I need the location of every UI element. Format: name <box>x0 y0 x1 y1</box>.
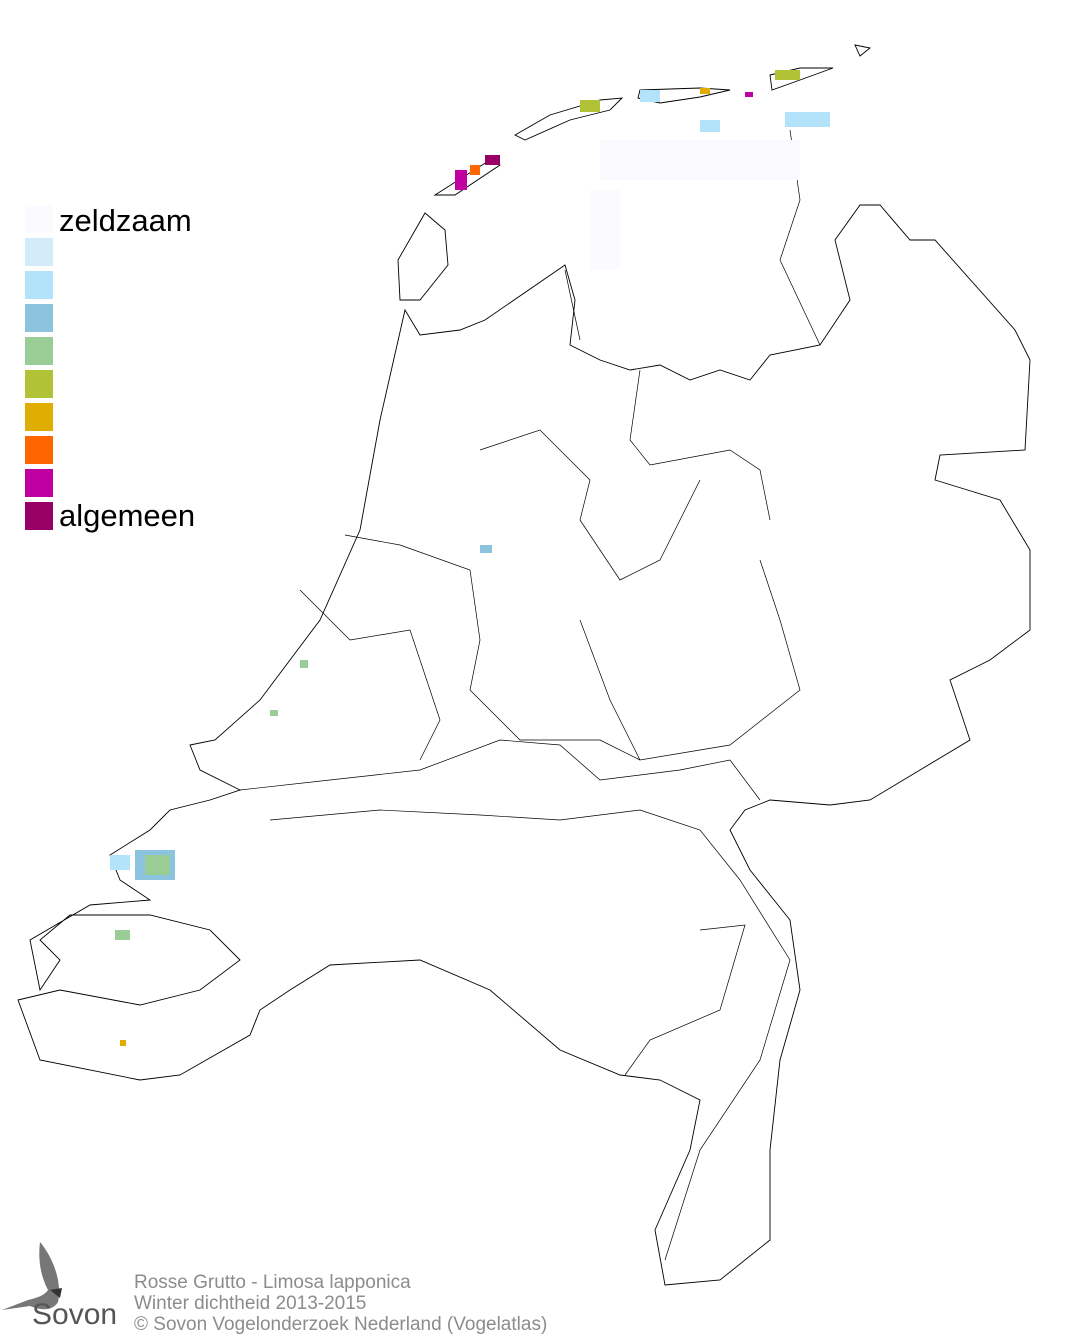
map-subtitle: Winter dichtheid 2013-2015 <box>134 1293 367 1314</box>
province-border <box>564 269 581 341</box>
legend-swatch <box>25 304 53 332</box>
province-border <box>629 369 771 521</box>
logo-text: Sovon <box>32 1298 118 1331</box>
legend-swatch <box>25 337 53 365</box>
province-border <box>579 559 801 761</box>
legend-swatch <box>25 205 53 233</box>
legend-swatch <box>25 271 53 299</box>
province-border <box>624 924 746 1076</box>
province-border <box>344 534 641 761</box>
province-border <box>299 589 441 761</box>
river <box>239 739 761 801</box>
legend-swatch <box>25 238 53 266</box>
legend-swatch <box>25 502 53 530</box>
island-texel <box>397 212 449 301</box>
island-vlieland <box>433 159 501 196</box>
legend-label-rare: zeldzaam <box>59 203 192 238</box>
mainland-outline <box>17 204 1031 1286</box>
legend-swatch <box>25 403 53 431</box>
legend-swatch <box>25 469 53 497</box>
species-name: Rosse Grutto - Limosa lapponica <box>134 1272 411 1293</box>
map-caption: Rosse Grutto - Limosa lapponica Winter d… <box>134 1272 547 1335</box>
island-terschelling <box>514 97 624 141</box>
legend-swatch <box>25 436 53 464</box>
island-rottumeroog <box>854 44 872 57</box>
copyright: © Sovon Vogelonderzoek Nederland (Vogela… <box>134 1314 548 1335</box>
legend-label-common: algemeen <box>59 498 196 533</box>
swallow-icon <box>2 1242 62 1310</box>
river <box>269 809 791 1261</box>
density-cells <box>110 70 830 1046</box>
province-border <box>479 429 701 581</box>
legend-swatch <box>25 370 53 398</box>
